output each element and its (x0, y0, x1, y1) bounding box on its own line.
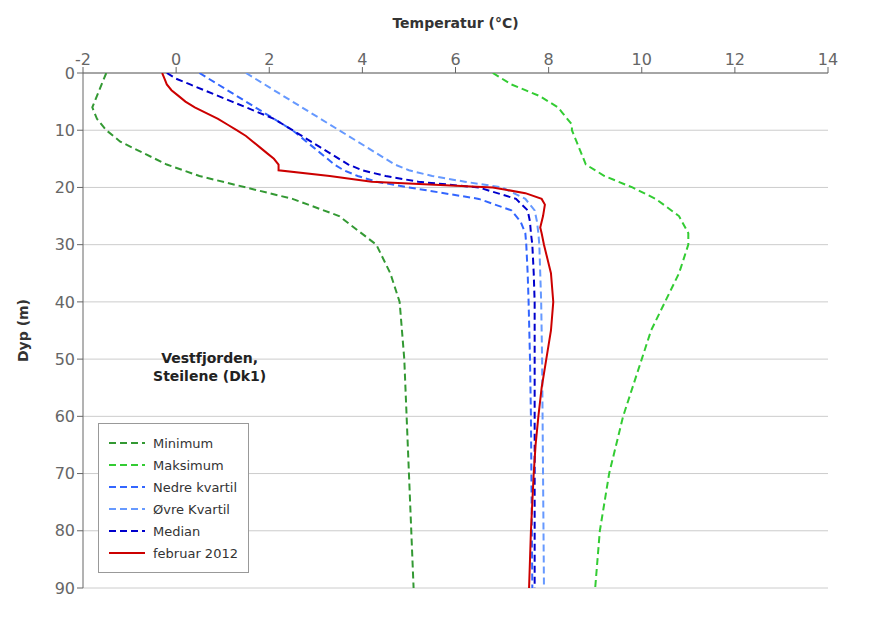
svg-text:60: 60 (55, 407, 75, 426)
svg-text:10: 10 (632, 50, 652, 69)
html-text:Median: Median (153, 523, 201, 539)
svg-text:0: 0 (171, 50, 181, 69)
html-text:Maksimum: Maksimum (153, 457, 224, 473)
svg-text:10: 10 (55, 121, 75, 140)
html-text:Steilene (Dk1): Steilene (Dk1) (153, 367, 267, 384)
svg-text:Temperatur (°C): Temperatur (°C) (392, 15, 518, 31)
html-text:Vestfjorden,: Vestfjorden, (161, 349, 258, 366)
svg-text:0: 0 (65, 64, 75, 83)
html-text:Minimum: Minimum (153, 435, 214, 451)
svg-text:50: 50 (55, 350, 75, 369)
svg-text:6: 6 (450, 50, 460, 69)
svg-text:90: 90 (55, 579, 75, 598)
svg-text:80: 80 (55, 521, 75, 540)
svg-text:12: 12 (725, 50, 745, 69)
svg-text:4: 4 (357, 50, 367, 69)
svg-text:30: 30 (55, 235, 75, 254)
svg-text:20: 20 (55, 178, 75, 197)
svg-text:40: 40 (55, 293, 75, 312)
svg-text:70: 70 (55, 464, 75, 483)
html-text:Nedre kvartil: Nedre kvartil (153, 479, 237, 495)
html-text:februar 2012: februar 2012 (153, 545, 238, 561)
svg-text:Dyp (m): Dyp (m) (15, 299, 31, 362)
svg-text:8: 8 (544, 50, 554, 69)
svg-text:14: 14 (818, 50, 838, 69)
html-text:Øvre Kvartil: Øvre Kvartil (153, 501, 230, 517)
svg-text:-2: -2 (75, 50, 91, 69)
svg-text:2: 2 (264, 50, 274, 69)
